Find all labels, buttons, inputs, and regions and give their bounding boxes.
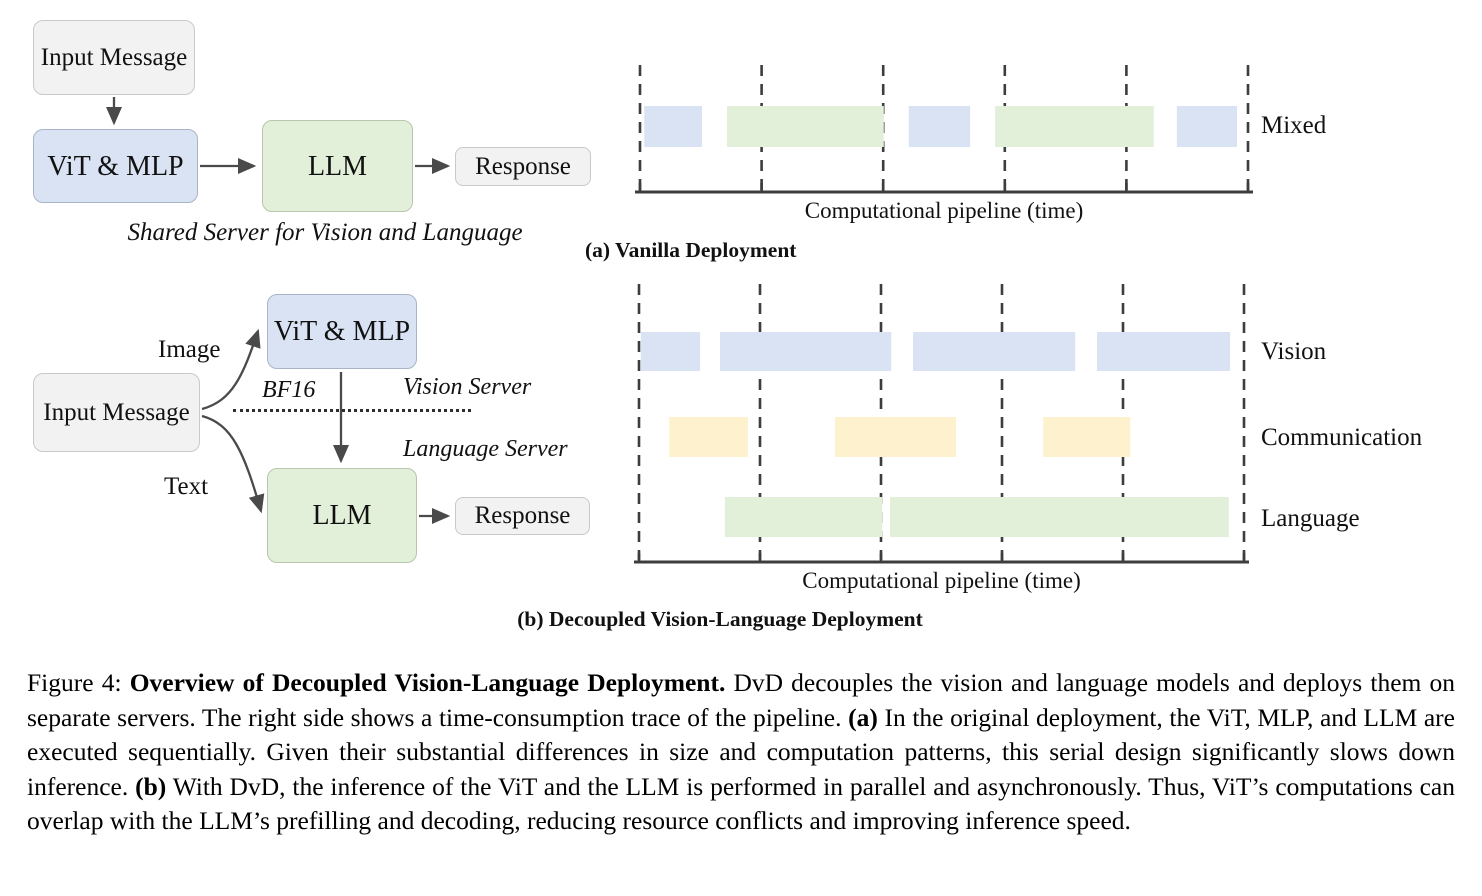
response-box-a: Response — [455, 147, 591, 186]
llm-label-a: LLM — [307, 150, 368, 182]
input-message-box-b: Input Message — [33, 373, 200, 452]
vision-block — [1176, 106, 1238, 147]
vision-block — [720, 332, 892, 371]
llm-label-b: LLM — [312, 500, 372, 531]
llm-box-a: LLM — [262, 120, 413, 212]
response-box-b: Response — [455, 497, 590, 535]
input-message-label-a: Input Message — [40, 43, 188, 71]
language-block — [726, 106, 884, 147]
x-axis-label-b: Computational pipeline (time) — [802, 568, 1081, 593]
communication-block — [669, 417, 748, 457]
vision-block — [913, 332, 1076, 371]
caption-text-run: In the original deployment, the ViT, MLP… — [27, 702, 1455, 801]
row-label-mixed: Mixed — [1261, 112, 1327, 139]
bf16-label: BF16 — [262, 377, 316, 403]
vision-block — [640, 332, 701, 371]
vit-mlp-box-a: ViT & MLP — [33, 129, 198, 203]
communication-block — [1043, 417, 1131, 457]
row-label-language: Language — [1261, 505, 1360, 532]
response-label-a: Response — [475, 152, 571, 180]
image-edge-label: Image — [158, 336, 221, 363]
caption-bold-run: (b) — [135, 771, 167, 801]
vision-block — [908, 106, 971, 147]
vision-block — [644, 106, 703, 147]
shared-server-caption: Shared Server for Vision and Language — [127, 219, 523, 246]
vit-mlp-label-b: ViT & MLP — [273, 316, 411, 347]
figure-caption: Figure 4: Overview of Decoupled Vision-L… — [27, 666, 1455, 839]
server-separator-line — [233, 409, 471, 412]
input-message-box-a: Input Message — [33, 20, 195, 95]
caption-bold-run: (a) — [848, 702, 878, 732]
language-block — [995, 106, 1154, 147]
caption-text-run: DvD decouples the vision and language mo… — [27, 668, 1455, 732]
vit-mlp-label-a: ViT & MLP — [47, 150, 184, 182]
panel-a-title: (a) Vanilla Deployment — [585, 238, 797, 262]
panel-b-title: (b) Decoupled Vision-Language Deployment — [517, 607, 923, 631]
vit-mlp-box-b: ViT & MLP — [267, 294, 417, 369]
text-edge-label: Text — [164, 473, 209, 500]
language-server-label: Language Server — [403, 436, 568, 462]
caption-text-run: Figure 4: — [27, 668, 130, 697]
caption-bold-run: Overview of Decoupled Vision-Language De… — [129, 668, 726, 697]
input-message-label-b: Input Message — [43, 398, 190, 426]
row-label-vision: Vision — [1261, 338, 1327, 365]
communication-block — [835, 417, 957, 457]
arrow-text-edge — [201, 414, 265, 514]
vision-block — [1096, 332, 1231, 371]
caption-text-run: With DvD, the inference of the ViT and t… — [27, 771, 1456, 836]
language-block — [890, 497, 1229, 537]
llm-box-b: LLM — [267, 468, 417, 563]
x-axis-label-a: Computational pipeline (time) — [804, 198, 1084, 223]
row-label-communication: Communication — [1261, 424, 1423, 451]
language-block — [724, 497, 883, 537]
vision-server-label: Vision Server — [403, 374, 532, 400]
response-label-b: Response — [474, 502, 571, 530]
